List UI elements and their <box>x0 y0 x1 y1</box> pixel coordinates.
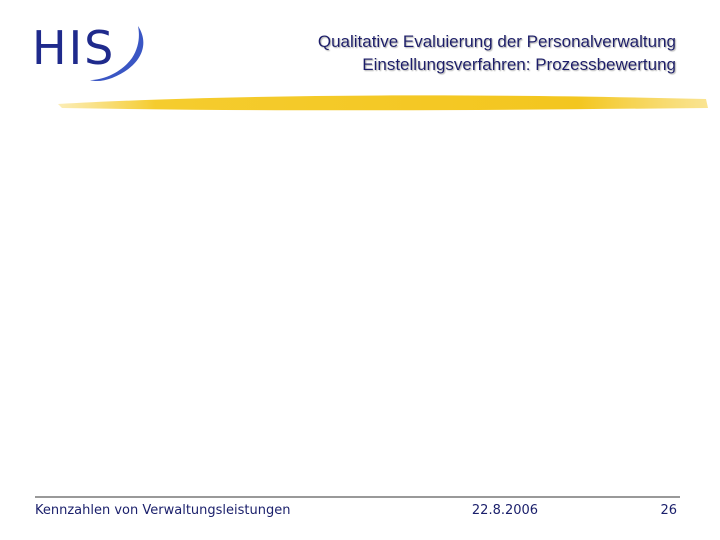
logo-swoosh <box>90 26 144 82</box>
footer-page: 26 <box>660 503 677 518</box>
logo-text: HIS <box>32 21 115 75</box>
title-line: Einstellungsverfahren: Prozessbewertung <box>362 55 676 74</box>
brush-stroke <box>58 95 708 111</box>
logo: HIS <box>32 21 144 82</box>
title-line: Qualitative Evaluierung der Personalverw… <box>318 32 676 51</box>
footer-left: Kennzahlen von Verwaltungsleistungen <box>35 503 290 518</box>
footer-date: 22.8.2006 <box>472 503 538 518</box>
